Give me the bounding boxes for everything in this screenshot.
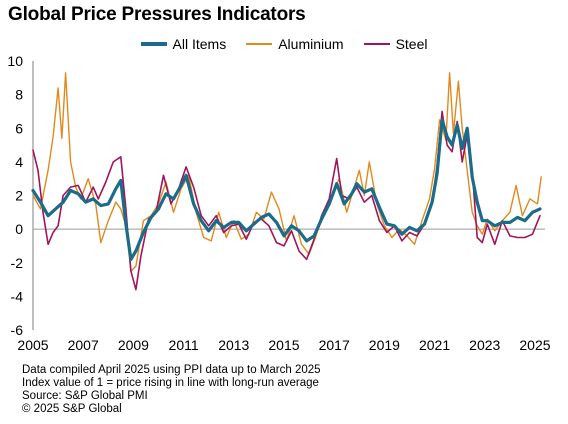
axes: -6 -4 -2 0 2 4 6 8 10 2005 2007 2009 2011 2013 2015 201… xyxy=(7,53,550,353)
series-line-all-items xyxy=(31,118,542,261)
x-tick-label: 2011 xyxy=(169,337,199,353)
y-tick-label: 10 xyxy=(7,53,23,69)
chart-title: Global Price Pressures Indicators xyxy=(8,4,306,25)
legend: All Items Aluminium Steel xyxy=(0,36,568,52)
legend-label-aluminium: Aluminium xyxy=(278,36,344,52)
legend-label-all-items: All Items xyxy=(172,36,227,52)
series-layer xyxy=(31,72,542,291)
x-tick-label: 2007 xyxy=(68,337,99,353)
footer-line-compiled: Data compiled April 2025 using PPI data … xyxy=(22,364,321,376)
y-tick-label: -6 xyxy=(11,322,24,338)
footer-line-source: Source: S&P Global PMI xyxy=(22,390,148,402)
footer-notes: Data compiled April 2025 using PPI data … xyxy=(22,364,321,416)
x-tick-label: 2005 xyxy=(17,337,48,353)
x-tick-label: 2025 xyxy=(519,337,550,353)
y-tick-label: -4 xyxy=(11,288,24,304)
y-tick-label: 2 xyxy=(15,188,23,204)
x-tick-label: 2017 xyxy=(319,337,350,353)
y-tick-label: -2 xyxy=(11,255,24,271)
legend-item-all-items: All Items xyxy=(140,36,227,52)
x-tick-label: 2019 xyxy=(369,337,400,353)
x-tick-label: 2013 xyxy=(218,337,249,353)
x-tick-label: 2023 xyxy=(469,337,500,353)
legend-label-steel: Steel xyxy=(395,36,428,52)
legend-item-aluminium: Aluminium xyxy=(246,36,344,52)
y-tick-label: 6 xyxy=(15,120,23,136)
x-tick-label: 2009 xyxy=(118,337,149,353)
legend-swatch-steel xyxy=(363,43,390,45)
x-tick-label: 2021 xyxy=(419,337,450,353)
y-tick-label: 0 xyxy=(15,221,23,237)
y-tick-label: 8 xyxy=(15,87,23,103)
legend-item-steel: Steel xyxy=(363,36,428,52)
legend-swatch-aluminium xyxy=(246,43,273,45)
x-tick-label: 2015 xyxy=(268,337,299,353)
legend-swatch-all-items xyxy=(140,42,167,46)
footer-line-copyright: © 2025 S&P Global xyxy=(22,403,122,415)
series-line-aluminium xyxy=(32,72,542,272)
footer-line-index: Index value of 1 = price rising in line … xyxy=(22,377,319,389)
y-tick-label: 4 xyxy=(15,154,23,170)
